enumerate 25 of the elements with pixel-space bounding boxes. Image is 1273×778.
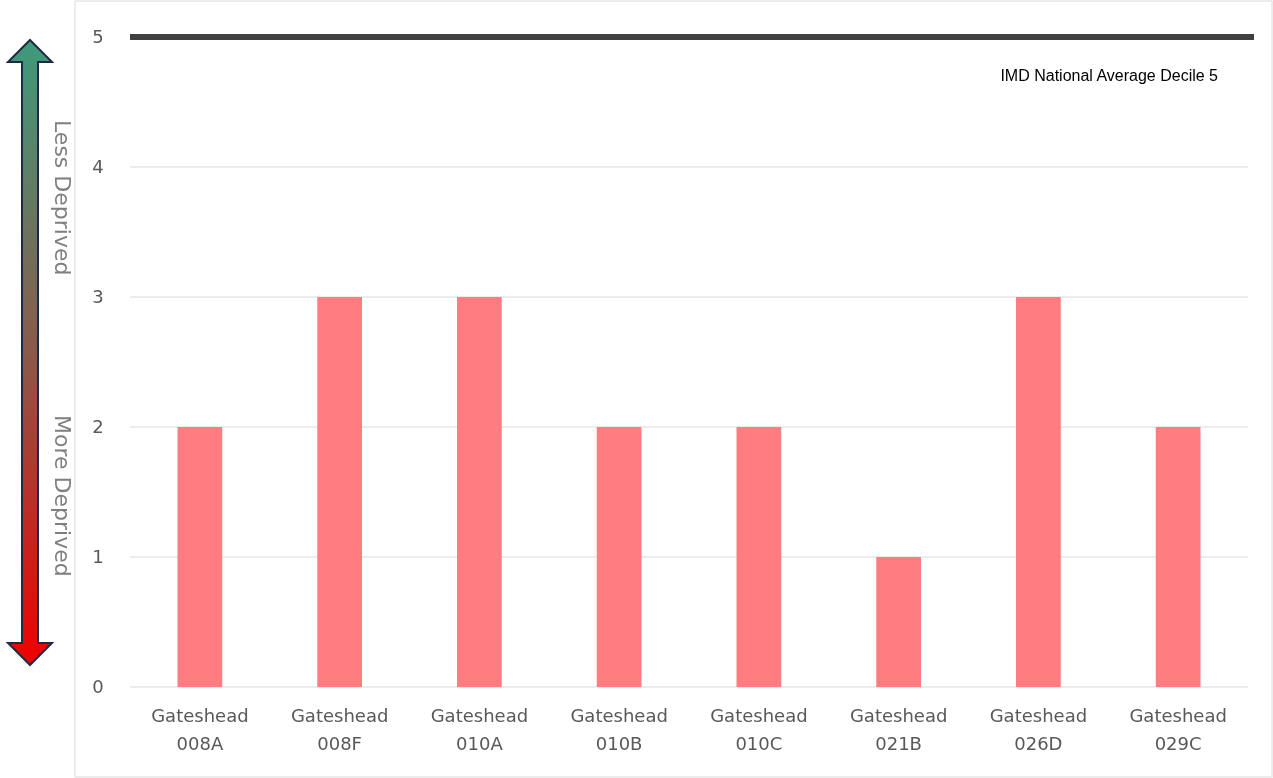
x-tick-label: Gateshead 026D <box>989 705 1088 754</box>
y-tick-label: 2 <box>92 416 104 438</box>
bar <box>457 297 502 687</box>
bar <box>177 427 223 687</box>
bar <box>736 427 782 687</box>
x-tick-label: Gateshead 008A <box>151 705 249 754</box>
y-tick-label: 5 <box>92 26 104 48</box>
y-tick-label: 0 <box>92 676 104 698</box>
x-tick-label: Gateshead 010A <box>430 705 529 754</box>
y-tick-label: 1 <box>92 546 104 568</box>
x-tick-label: Gateshead 008F <box>290 705 389 754</box>
text: Less Deprived <box>50 120 75 276</box>
x-tick-label: Gateshead 010B <box>570 705 668 754</box>
bar <box>1155 427 1201 687</box>
text: More Deprived <box>50 415 75 577</box>
bar <box>317 297 362 687</box>
bar <box>1016 297 1061 687</box>
x-tick-label: Gateshead 029C <box>1129 705 1227 754</box>
bar <box>876 557 921 687</box>
x-tick-label: Gateshead 010C <box>710 705 808 754</box>
bar <box>596 427 642 687</box>
y-tick-label: 3 <box>92 286 104 308</box>
y-tick-label: 4 <box>92 156 104 178</box>
x-tick-label: Gateshead 021B <box>849 705 948 754</box>
ref-line-label: IMD National Average Decile 5 <box>1000 67 1219 84</box>
